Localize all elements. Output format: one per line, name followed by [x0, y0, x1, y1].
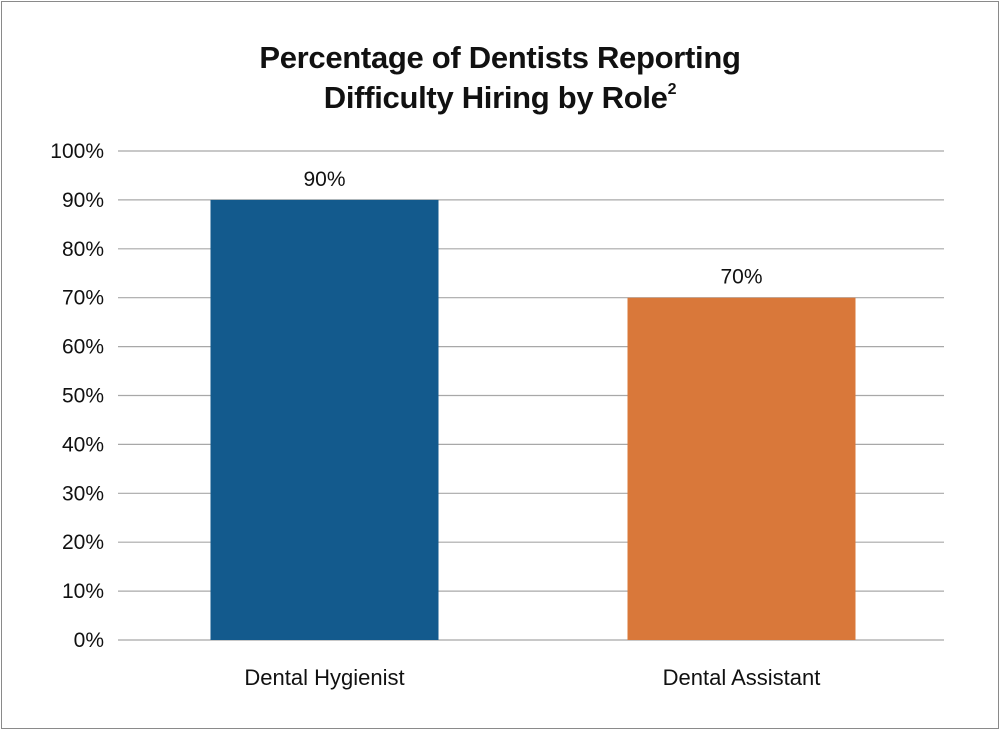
y-tick-label-90: 90%	[62, 189, 104, 212]
bars	[210, 199, 856, 640]
x-category-label-dental-hygienist: Dental Hygienist	[244, 665, 404, 690]
y-tick-label-20: 20%	[62, 531, 104, 554]
y-tick-label-100: 100%	[50, 140, 104, 163]
chart-title-line-2: Difficulty Hiring by Role2	[0, 78, 1000, 118]
data-labels: 90% 70%	[303, 168, 762, 289]
y-tick-label-50: 50%	[62, 385, 104, 408]
bar-dental-hygienist	[210, 199, 439, 640]
chart-title-line-1: Percentage of Dentists Reporting	[259, 40, 741, 75]
y-tick-label-60: 60%	[62, 336, 104, 359]
y-tick-label-0: 0%	[74, 629, 104, 652]
data-label-dental-assistant: 70%	[720, 266, 762, 289]
y-tick-label-80: 80%	[62, 238, 104, 261]
y-tick-label-70: 70%	[62, 287, 104, 310]
x-category-label-dental-assistant: Dental Assistant	[663, 665, 821, 690]
bar-dental-assistant	[627, 297, 856, 640]
chart-title: Percentage of Dentists Reporting Difficu…	[0, 38, 1000, 118]
x-axis-category-labels: Dental Hygienist Dental Assistant	[244, 665, 820, 690]
y-tick-label-40: 40%	[62, 433, 104, 456]
y-tick-label-10: 10%	[62, 580, 104, 603]
y-axis-tick-labels: 0% 10% 20% 30% 40% 50% 60% 70% 80% 90% 100%	[50, 140, 104, 652]
y-tick-label-30: 30%	[62, 482, 104, 505]
data-label-dental-hygienist: 90%	[303, 168, 345, 191]
chart-title-line-2-text: Difficulty Hiring by Role	[323, 80, 668, 115]
title-footnote-marker: 2	[667, 81, 677, 98]
